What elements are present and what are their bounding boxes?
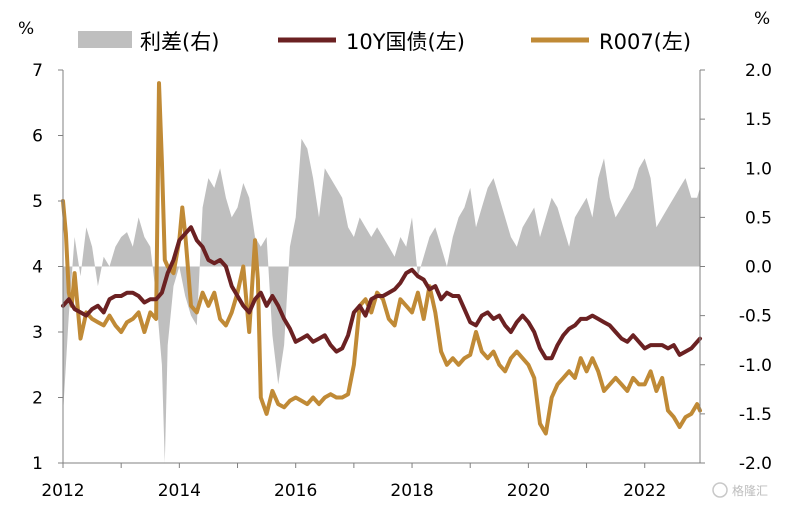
left-tick-label: 1	[32, 454, 43, 474]
left-tick-label: 6	[32, 127, 43, 147]
right-tick-label: 0.5	[745, 208, 772, 228]
left-tick-label: 2	[32, 389, 43, 409]
right-tick-label: -1.5	[739, 405, 772, 425]
left-tick-label: 7	[32, 61, 43, 81]
legend-swatch-spread	[78, 31, 132, 48]
x-tick-label: 2020	[507, 481, 550, 501]
right-axis-unit: %	[754, 9, 770, 29]
right-tick-label: 2.0	[745, 61, 772, 81]
right-tick-label: -2.0	[739, 454, 772, 474]
x-tick-label: 2014	[158, 481, 201, 501]
legend-label-spread: 利差(右)	[140, 30, 219, 54]
right-axis-ticks: -2.0 -1.5 -1.0 -0.5 0.0 0.5 1.0 1.5 2.0	[700, 61, 772, 474]
left-axis-ticks: 1 2 3 4 5 6 7	[32, 61, 63, 474]
spread-area	[63, 138, 700, 464]
legend-label-10y: 10Y国债(左)	[346, 30, 465, 54]
line-series-layer	[61, 81, 702, 436]
right-tick-label: -1.0	[739, 356, 772, 376]
r007-line	[61, 81, 702, 436]
legend-label-r007: R007(左)	[599, 30, 691, 54]
x-tick-label: 2022	[623, 481, 666, 501]
right-tick-label: 1.5	[745, 110, 772, 130]
left-tick-label: 4	[32, 258, 43, 278]
watermark-text: 格隆汇	[732, 483, 768, 498]
x-tick-label: 2018	[390, 481, 433, 501]
right-tick-label: 1.0	[745, 159, 772, 179]
spread-area-layer	[63, 138, 700, 464]
x-tick-label: 2012	[41, 481, 84, 501]
right-tick-label: -0.5	[739, 307, 772, 327]
watermark-logo-icon	[712, 482, 728, 498]
x-tick-label: 2016	[274, 481, 317, 501]
ten-year-yield-line	[61, 225, 702, 361]
right-tick-label: 0.0	[745, 258, 772, 278]
left-axis-unit: %	[18, 19, 34, 39]
x-axis-ticks: 2012 2014 2016 2018 2020 2022	[41, 463, 666, 501]
left-tick-label: 5	[32, 192, 43, 212]
left-tick-label: 3	[32, 323, 43, 343]
chart-legend: 利差(右) 10Y国债(左) R007(左)	[78, 30, 691, 54]
watermark: 格隆汇	[712, 482, 768, 498]
